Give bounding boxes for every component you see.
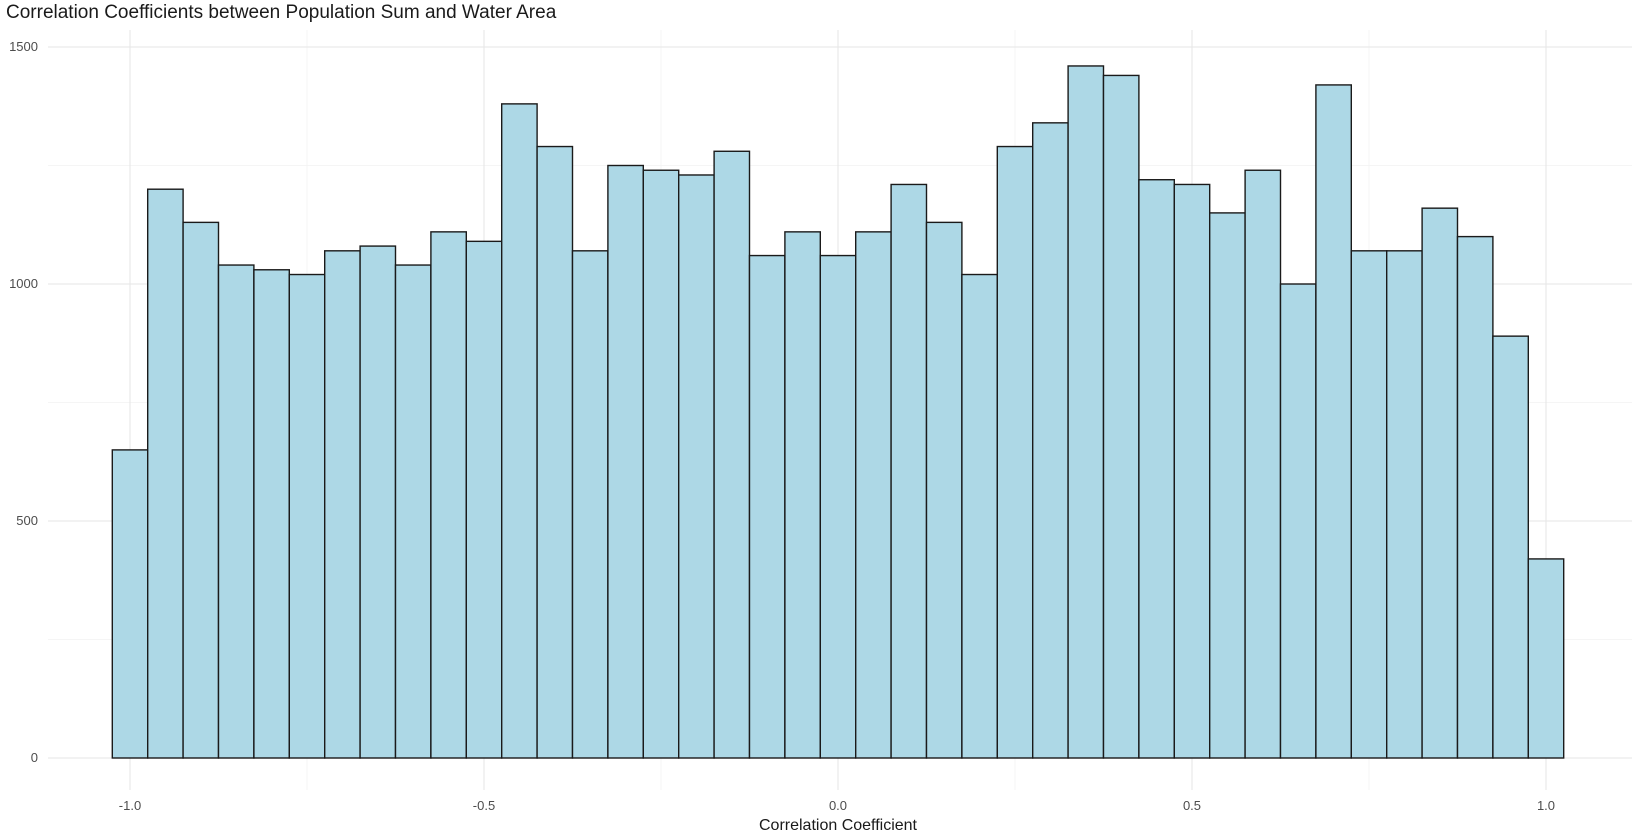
histogram-bar bbox=[146, 188, 184, 759]
histogram-bar bbox=[784, 231, 822, 759]
x-tick-label: -1.0 bbox=[119, 798, 141, 813]
histogram-bar bbox=[217, 264, 255, 759]
y-tick-label: 0 bbox=[31, 750, 38, 765]
y-tick-label: 1000 bbox=[9, 276, 38, 291]
x-axis-title: Correlation Coefficient bbox=[759, 817, 918, 834]
axis-ticks: 0 500 1000 1500 -1.0 -0.5 0.0 0.5 1.0 bbox=[9, 39, 1555, 813]
histogram-bar bbox=[324, 250, 361, 759]
x-tick-label: -0.5 bbox=[473, 798, 495, 813]
y-tick-label: 500 bbox=[16, 513, 38, 528]
histogram-bar bbox=[571, 250, 609, 759]
histogram-bar bbox=[288, 273, 326, 759]
histogram-bar bbox=[359, 245, 397, 759]
x-tick-label: 0.5 bbox=[1183, 798, 1201, 813]
histogram-bar bbox=[607, 164, 645, 759]
histogram-bar bbox=[642, 169, 680, 759]
histogram-bar bbox=[748, 254, 786, 759]
histogram-bar bbox=[182, 221, 220, 759]
histogram-bars bbox=[111, 65, 1565, 759]
histogram-bar bbox=[678, 174, 715, 759]
y-tick-label: 1500 bbox=[9, 39, 38, 54]
histogram-bar bbox=[465, 240, 503, 759]
histogram-bar bbox=[1173, 183, 1211, 759]
histogram-bar bbox=[1527, 558, 1565, 759]
histogram-bar bbox=[1067, 65, 1105, 759]
histogram-bar bbox=[1208, 212, 1246, 759]
histogram-bar bbox=[1031, 122, 1069, 759]
histogram-bar bbox=[536, 145, 574, 759]
histogram-bar bbox=[1385, 250, 1423, 759]
histogram-bar bbox=[713, 150, 751, 759]
histogram-bar bbox=[1279, 283, 1317, 759]
histogram-bar bbox=[819, 254, 857, 759]
histogram-bar bbox=[430, 231, 467, 759]
chart-title: Correlation Coefficients between Populat… bbox=[6, 2, 557, 23]
histogram-bar bbox=[890, 183, 928, 759]
histogram-bar bbox=[925, 221, 963, 759]
histogram-bar bbox=[1492, 335, 1530, 759]
histogram-bar bbox=[394, 264, 432, 759]
histogram-bar bbox=[1138, 179, 1176, 759]
histogram-bar bbox=[1244, 169, 1282, 759]
histogram-bar bbox=[996, 145, 1034, 759]
histogram-bar bbox=[1350, 250, 1388, 759]
histogram-bar bbox=[253, 269, 290, 759]
histogram-bar bbox=[961, 273, 999, 759]
histogram-bar bbox=[1102, 74, 1140, 759]
histogram-bar bbox=[1421, 207, 1459, 759]
x-tick-label: 0.0 bbox=[829, 798, 847, 813]
histogram-bar bbox=[855, 231, 892, 759]
histogram-bar bbox=[1315, 84, 1353, 759]
histogram-bar bbox=[111, 449, 149, 759]
histogram-bar bbox=[501, 103, 538, 759]
x-tick-label: 1.0 bbox=[1537, 798, 1555, 813]
histogram-bar bbox=[1456, 235, 1494, 759]
